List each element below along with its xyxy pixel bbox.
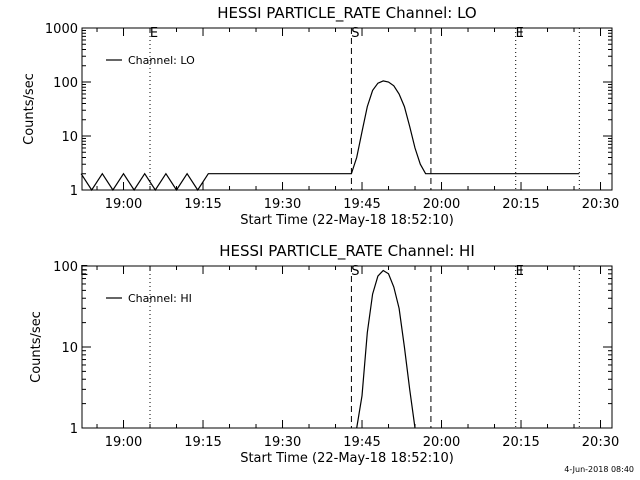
chart1-legend-label: Channel: LO	[128, 54, 195, 67]
chart1-y-tick-label: 1000	[45, 22, 78, 37]
chart1-x-tick-label: 20:15	[502, 197, 539, 212]
footer-timestamp: 4-Jun-2018 08:40	[564, 465, 634, 474]
chart1-marker-label: E	[150, 26, 158, 41]
chart2-y-tick-label: 1	[70, 422, 78, 437]
chart2-marker-label: S	[351, 264, 359, 279]
chart2-x-axis-label: Start Time (22-May-18 18:52:10)	[240, 451, 454, 466]
chart2-x-tick-label: 19:15	[184, 435, 221, 450]
chart2-marker-label: E	[80, 264, 88, 279]
chart2-x-tick-label: 19:00	[105, 435, 142, 450]
chart1-x-tick-label: 19:30	[264, 197, 301, 212]
chart1-series-line	[80, 80, 580, 192]
chart1-y-tick-label: 100	[53, 76, 78, 91]
chart1-y-tick-label: 1	[70, 184, 78, 199]
chart1-x-axis-label: Start Time (22-May-18 18:52:10)	[240, 213, 454, 228]
chart2-y-tick-label: 100	[53, 260, 78, 275]
chart2-x-tick-label: 20:00	[423, 435, 460, 450]
chart1-title: HESSI PARTICLE_RATE Channel: LO	[217, 4, 476, 23]
chart2-y-axis-label: Counts/sec	[29, 311, 44, 383]
chart2-x-tick-label: 19:45	[343, 435, 380, 450]
chart2-marker-label: E	[516, 264, 524, 279]
chart2-plot-frame	[81, 265, 613, 429]
chart1-y-tick-label: 10	[61, 130, 78, 145]
chart1-x-tick-label: 20:00	[423, 197, 460, 212]
chart1-plot-frame	[81, 27, 613, 191]
chart2-legend-label: Channel: HI	[128, 292, 192, 305]
chart1-y-axis-label: Counts/sec	[22, 73, 37, 145]
chart2-x-tick-label: 20:30	[582, 435, 619, 450]
chart2-x-tick-label: 19:30	[264, 435, 301, 450]
chart1-x-tick-label: 20:30	[582, 197, 619, 212]
chart2-series-line	[356, 269, 416, 429]
chart1-x-tick-label: 19:15	[184, 197, 221, 212]
chart2-x-tick-label: 20:15	[502, 435, 539, 450]
chart1-marker-label: S	[351, 26, 359, 41]
chart1-x-tick-label: 19:45	[343, 197, 380, 212]
chart2-y-tick-label: 10	[61, 341, 78, 356]
chart1-marker-label: E	[516, 26, 524, 41]
chart1-x-tick-label: 19:00	[105, 197, 142, 212]
chart2-title: HESSI PARTICLE_RATE Channel: HI	[219, 242, 475, 261]
